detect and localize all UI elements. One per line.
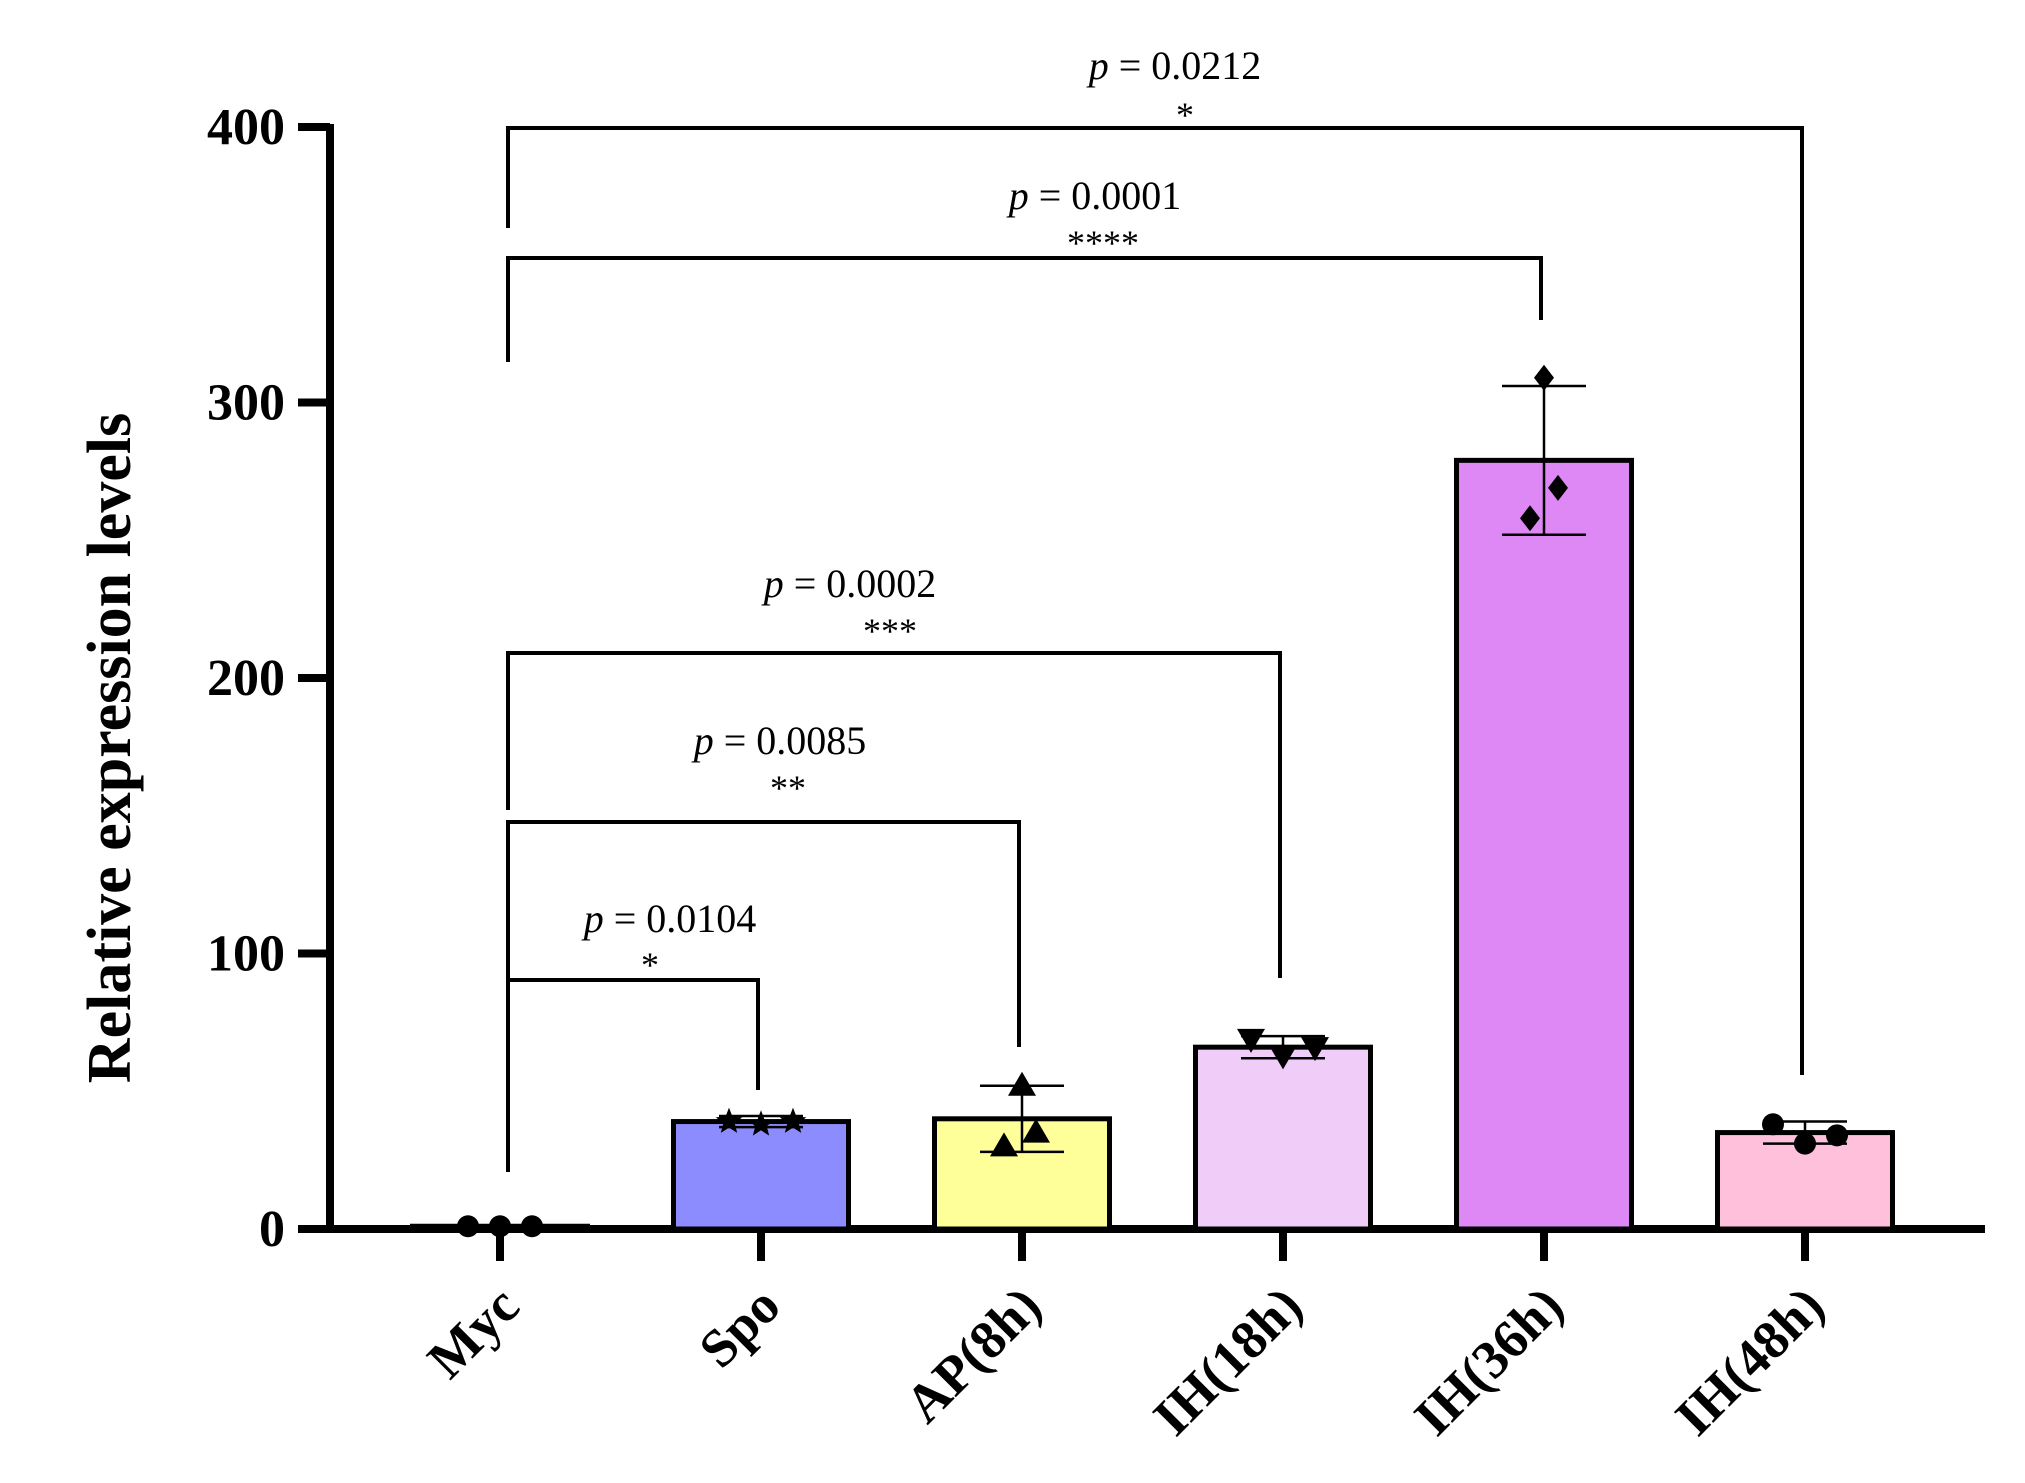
- significance-bracket: [506, 651, 1282, 978]
- data-point: [1826, 1124, 1848, 1147]
- data-point: [521, 1215, 543, 1238]
- data-point: [990, 1132, 1018, 1157]
- error-bars: [719, 384, 1847, 1154]
- data-point: [489, 1215, 511, 1238]
- bars: [410, 457, 1895, 1232]
- data-point: [1548, 474, 1568, 501]
- p-value-label: p = 0.0104: [581, 896, 757, 941]
- significance-bracket: [506, 820, 1021, 1047]
- significance-stars: *: [1176, 95, 1194, 135]
- data-point: [1008, 1071, 1036, 1096]
- data-point: [779, 1107, 807, 1133]
- p-value-label: p = 0.0212: [1086, 43, 1262, 88]
- p-value: = 0.0085: [714, 718, 867, 763]
- axes: [298, 123, 1985, 1261]
- bar: [1454, 457, 1634, 1232]
- x-tick-label: Spo: [687, 1275, 791, 1379]
- p-value-label: p = 0.0001: [1006, 173, 1182, 218]
- data-point: [1762, 1113, 1784, 1136]
- p-value: = 0.0104: [604, 896, 757, 941]
- p-value: = 0.0002: [784, 561, 937, 606]
- significance-stars: *: [641, 945, 659, 985]
- data-point: [1022, 1118, 1050, 1143]
- x-tick-label: AP(8h): [893, 1275, 1052, 1434]
- p-symbol: p: [581, 896, 604, 941]
- p-value: = 0.0212: [1109, 43, 1262, 88]
- significance-stars: **: [770, 768, 806, 808]
- p-value: = 0.0001: [1029, 173, 1182, 218]
- data-point: [1520, 505, 1540, 532]
- p-value-label: p = 0.0085: [691, 718, 867, 763]
- data-point: [1534, 364, 1554, 391]
- bar: [671, 1119, 851, 1232]
- x-tick-label: Myc: [416, 1275, 531, 1390]
- data-point: [747, 1110, 775, 1136]
- data-point: [457, 1215, 479, 1238]
- p-symbol: p: [1086, 43, 1109, 88]
- significance-bracket: [506, 256, 1543, 362]
- y-tick-label: 300: [207, 375, 285, 432]
- p-value-label: p = 0.0002: [761, 561, 937, 606]
- p-symbol: p: [761, 561, 784, 606]
- x-tick-label: IH(18h): [1142, 1275, 1314, 1447]
- significance-bracket: [506, 126, 1804, 1075]
- p-symbol: p: [691, 718, 714, 763]
- x-tick-label: IH(48h): [1664, 1275, 1836, 1447]
- x-tick-label: IH(36h): [1403, 1275, 1575, 1447]
- significance-bracket: [506, 978, 760, 1172]
- data-points: [457, 364, 1848, 1238]
- bar: [1193, 1044, 1373, 1232]
- data-point: [1301, 1037, 1329, 1062]
- data-point: [715, 1107, 743, 1133]
- y-tick-label: 0: [259, 1201, 285, 1258]
- data-point: [1269, 1045, 1297, 1070]
- y-tick-label: 100: [207, 926, 285, 983]
- y-tick-label: 200: [207, 650, 285, 707]
- significance-brackets: [506, 126, 1804, 1172]
- significance-stars: ****: [1067, 223, 1139, 263]
- data-point: [1794, 1132, 1816, 1155]
- data-point: [1237, 1028, 1265, 1053]
- p-symbol: p: [1006, 173, 1029, 218]
- y-axis-title: Relative expression levels: [76, 413, 144, 1083]
- significance-stars: ***: [863, 611, 917, 651]
- y-tick-label: 400: [207, 99, 285, 156]
